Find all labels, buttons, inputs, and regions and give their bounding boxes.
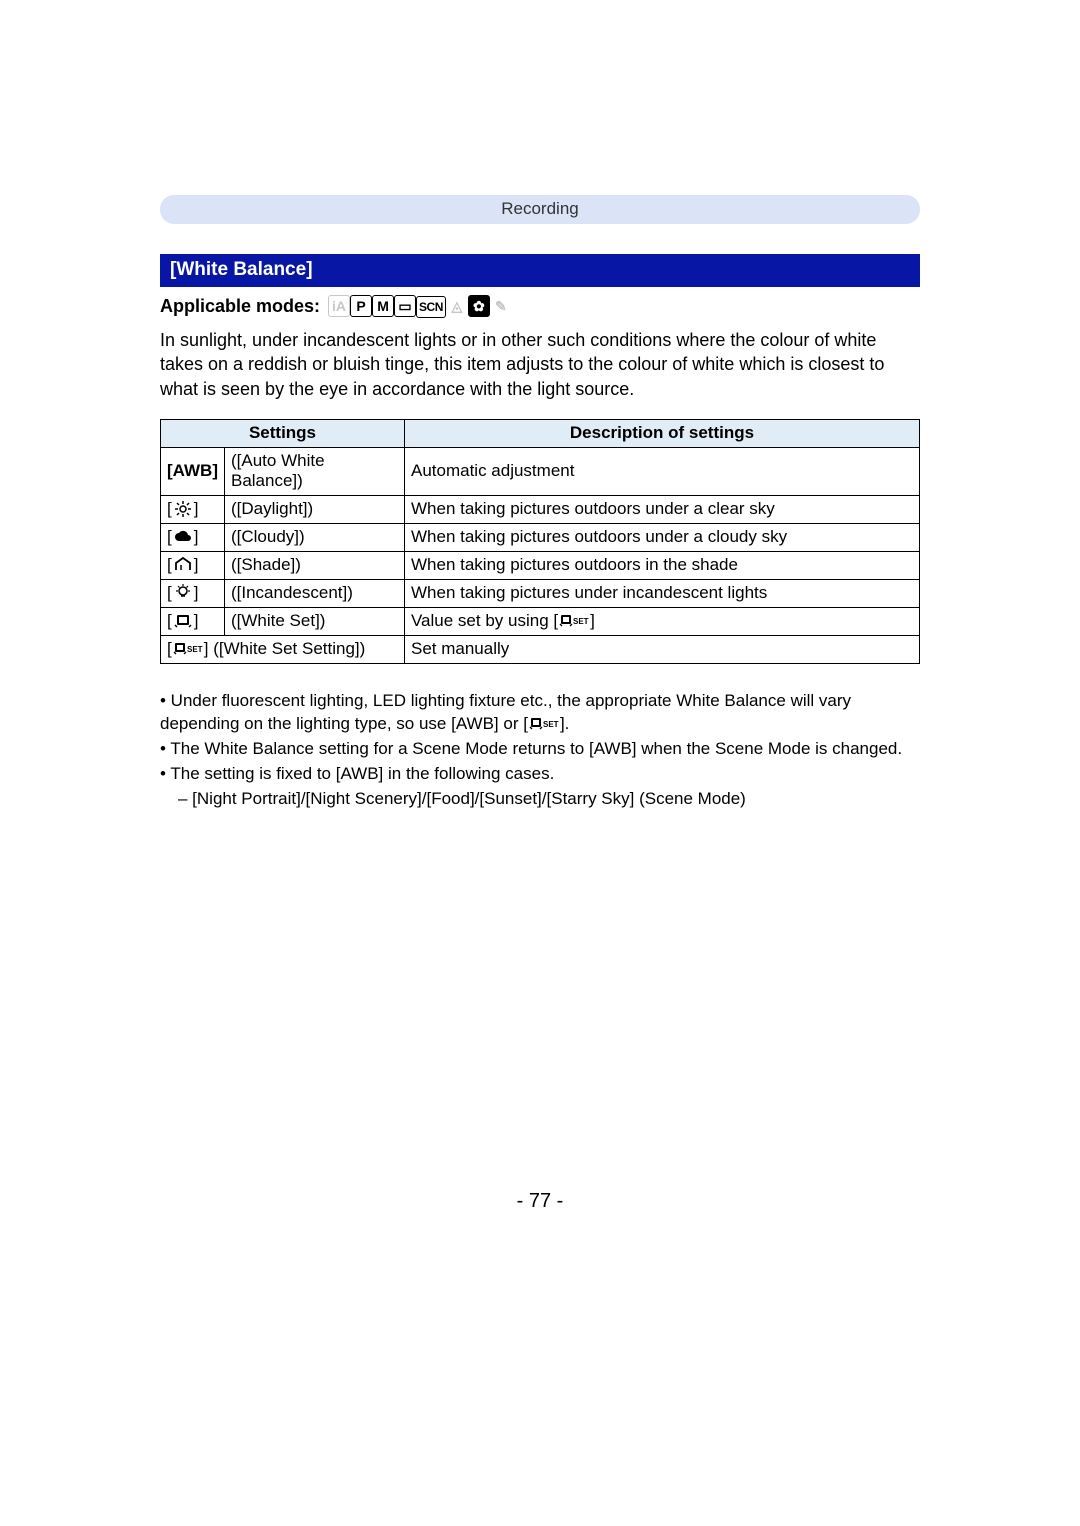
mode-panorama-icon: ▭ (394, 295, 416, 317)
setting-symbol-cell: [] (161, 607, 225, 635)
manual-page: Recording [White Balance] Applicable mod… (160, 195, 920, 813)
table-row: []([Shade])When taking pictures outdoors… (161, 551, 920, 579)
section-header-white-balance: [White Balance] (160, 254, 920, 287)
table-row: []([Incandescent])When taking pictures u… (161, 579, 920, 607)
setting-name: ([White Set Setting]) (213, 639, 365, 658)
table-row: []([Daylight])When taking pictures outdo… (161, 495, 920, 523)
applicable-modes-label: Applicable modes: (160, 296, 320, 317)
incandescent-icon (173, 583, 193, 601)
setting-description: Value set by using [] (404, 607, 919, 635)
desc-text: Value set by using [ (411, 611, 558, 630)
table-row: []([Cloudy])When taking pictures outdoor… (161, 523, 920, 551)
daylight-icon (173, 499, 193, 517)
table-row: [AWB] ([Auto White Balance])Automatic adj… (161, 447, 920, 495)
setting-symbol-cell: [] (161, 523, 225, 551)
setting-description: When taking pictures outdoors under a cl… (404, 523, 919, 551)
mode-ia-icon: iA (328, 295, 350, 317)
settings-header: Settings (161, 419, 405, 447)
setting-symbol-cell: [] (161, 551, 225, 579)
note-1-pre: • Under fluorescent lighting, LED lighti… (160, 691, 851, 733)
description-header: Description of settings (404, 419, 919, 447)
mode-landscape-icon: ◬ (446, 295, 468, 317)
white-set-setting-icon (529, 714, 559, 732)
setting-description: When taking pictures under incandescent … (404, 579, 919, 607)
mode-p-icon: P (350, 295, 372, 317)
setting-symbol-name-cell: [] ([White Set Setting]) (161, 635, 405, 663)
shade-icon (173, 555, 193, 573)
note-3-sub: – [Night Portrait]/[Night Scenery]/[Food… (160, 788, 920, 811)
table-row: [] ([White Set Setting])Set manually (161, 635, 920, 663)
intro-paragraph: In sunlight, under incandescent lights o… (160, 328, 920, 401)
mode-scn-icon: SCN (416, 296, 446, 318)
table-row: []([White Set])Value set by using [] (161, 607, 920, 635)
setting-description: Set manually (404, 635, 919, 663)
setting-symbol-cell: [] (161, 579, 225, 607)
setting-name: ([Daylight]) (224, 495, 404, 523)
setting-description: Automatic adjustment (404, 447, 919, 495)
setting-name: ([Shade]) (224, 551, 404, 579)
setting-name: ([Auto White Balance]) (224, 447, 404, 495)
white-set-setting-icon (173, 639, 203, 657)
setting-name: ([Cloudy]) (224, 523, 404, 551)
setting-name: ([Incandescent]) (224, 579, 404, 607)
mode-palette-icon: ✎ (490, 295, 512, 317)
category-pill: Recording (160, 195, 920, 224)
setting-name: ([White Set]) (224, 607, 404, 635)
awb-icon: [AWB] (167, 461, 218, 480)
note-3: • The setting is fixed to [AWB] in the f… (160, 763, 920, 786)
setting-symbol-cell: [AWB] (161, 447, 225, 495)
settings-table: Settings Description of settings [AWB] ([… (160, 419, 920, 664)
desc-text: ] (590, 611, 595, 630)
applicable-modes-row: Applicable modes: iAPM▭SCN◬✿✎ (160, 295, 920, 318)
cloudy-icon (173, 527, 193, 545)
mode-portrait-icon: ✿ (468, 295, 490, 317)
white-set-icon (173, 611, 193, 629)
note-1-post: ]. (560, 714, 569, 733)
note-2: • The White Balance setting for a Scene … (160, 738, 920, 761)
setting-description: When taking pictures outdoors in the sha… (404, 551, 919, 579)
setting-description: When taking pictures outdoors under a cl… (404, 495, 919, 523)
notes-block: • Under fluorescent lighting, LED lighti… (160, 690, 920, 811)
white-set-setting-icon (559, 611, 589, 629)
mode-m-icon: M (372, 295, 394, 317)
note-1: • Under fluorescent lighting, LED lighti… (160, 690, 920, 736)
page-number: - 77 - (0, 1190, 1080, 1213)
setting-symbol-cell: [] (161, 495, 225, 523)
